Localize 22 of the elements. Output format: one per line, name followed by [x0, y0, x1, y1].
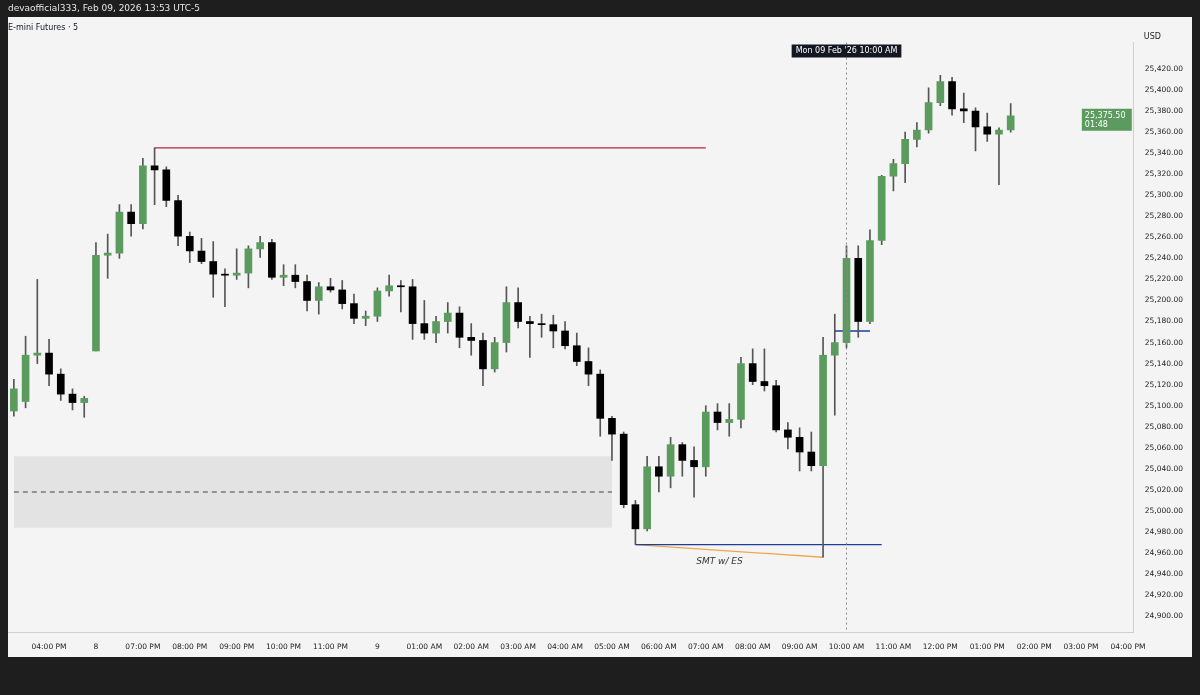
candlestick — [397, 280, 405, 313]
annotation: 25,375.50 — [1084, 110, 1126, 120]
candlestick — [33, 279, 42, 364]
candlestick — [80, 395, 89, 418]
candlestick — [209, 241, 218, 298]
candlestick — [103, 233, 112, 279]
candlestick — [549, 314, 558, 349]
candlestick — [361, 310, 370, 327]
candlestick — [725, 403, 734, 437]
candlestick — [690, 446, 698, 498]
candlestick — [420, 300, 429, 340]
candlestick — [830, 313, 839, 416]
chart-title: E-mini Futures · 5 — [8, 22, 79, 32]
text: devaofficial333, Feb 09, 2026 13:53 UTC-5 — [8, 3, 201, 13]
annotation: SMT w/ ES — [696, 556, 744, 567]
candlestick — [221, 268, 229, 308]
candlestick — [526, 315, 534, 358]
ref-line-label: Mon 09 Feb '26 10:00 AM — [795, 46, 898, 56]
annotation: 01:48 — [1084, 119, 1108, 129]
candlestick — [232, 248, 241, 280]
candlestick — [467, 323, 476, 356]
y-axis-title: USD — [1143, 31, 1161, 41]
